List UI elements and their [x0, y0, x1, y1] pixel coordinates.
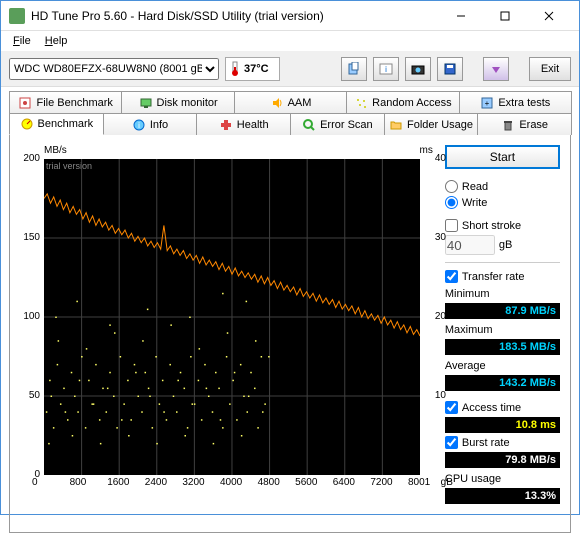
tab-file-benchmark[interactable]: File Benchmark: [9, 91, 122, 113]
chart-label-left: MB/s: [44, 145, 67, 156]
folder-icon: [389, 118, 403, 132]
tabs: File BenchmarkDisk monitorAAMRandom Acce…: [1, 87, 579, 135]
toolbar: WDC WD80EFZX-68UW8N0 (8001 gB) 37°C i Ex…: [1, 51, 579, 87]
cpu-value: 13.3%: [445, 488, 560, 504]
tab-random-access[interactable]: Random Access: [346, 91, 459, 113]
exit-button[interactable]: Exit: [529, 57, 571, 81]
app-icon: [9, 8, 25, 24]
tab-erase[interactable]: Erase: [477, 113, 572, 135]
tab-disk-monitor[interactable]: Disk monitor: [121, 91, 234, 113]
avg-value: 143.2 MB/s: [445, 375, 560, 391]
transfer-rate-check[interactable]: Transfer rate: [445, 270, 560, 283]
read-radio[interactable]: Read: [445, 180, 560, 193]
min-value: 87.9 MB/s: [445, 303, 560, 319]
x-axis: 0800160024003200400048005600640072008001: [44, 477, 420, 491]
min-label: Minimum: [445, 288, 560, 300]
benchmark-chart: trial version: [44, 159, 420, 475]
health-icon: [219, 118, 233, 132]
short-stroke-check[interactable]: Short stroke: [445, 219, 560, 232]
speaker-icon: [270, 96, 284, 110]
thermometer-icon: [230, 61, 240, 77]
svg-text:+: +: [485, 99, 490, 108]
info-icon: i: [132, 118, 146, 132]
copy-button[interactable]: [341, 57, 367, 81]
chart-label-right: ms: [420, 145, 433, 156]
start-button[interactable]: Start: [445, 145, 560, 169]
monitor-icon: [139, 96, 153, 110]
access-value: 10.8 ms: [445, 417, 560, 433]
scan-icon: [302, 118, 316, 132]
cpu-label: CPU usage: [445, 473, 560, 485]
file-bench-icon: [18, 96, 32, 110]
bench-icon: [20, 117, 34, 131]
down-button[interactable]: [483, 57, 509, 81]
erase-icon: [501, 118, 515, 132]
minimize-button[interactable]: [439, 2, 483, 30]
menu-file[interactable]: File: [7, 33, 37, 49]
max-value: 183.5 MB/s: [445, 339, 560, 355]
tab-extra-tests[interactable]: +Extra tests: [459, 91, 572, 113]
tab-health[interactable]: Health: [196, 113, 291, 135]
maximize-button[interactable]: [483, 2, 527, 30]
burst-rate-check[interactable]: Burst rate: [445, 436, 560, 449]
stroke-unit: gB: [499, 239, 512, 251]
extra-icon: +: [480, 96, 494, 110]
temperature-value: 37°C: [244, 63, 269, 75]
screenshot-button[interactable]: [405, 57, 431, 81]
chart-area: MB/s ms 050100150200 10203040 trial vers…: [20, 145, 435, 522]
random-icon: [354, 96, 368, 110]
info-button[interactable]: i: [373, 57, 399, 81]
tab-error-scan[interactable]: Error Scan: [290, 113, 385, 135]
window-title: HD Tune Pro 5.60 - Hard Disk/SSD Utility…: [31, 9, 439, 23]
burst-value: 79.8 MB/s: [445, 452, 560, 468]
x-axis-unit: gB: [441, 477, 453, 488]
tab-folder-usage[interactable]: Folder Usage: [384, 113, 479, 135]
avg-label: Average: [445, 360, 560, 372]
content-pane: MB/s ms 050100150200 10203040 trial vers…: [9, 135, 571, 533]
side-panel: Start Read Write Short stroke gB Transfe…: [445, 145, 560, 522]
drive-select[interactable]: WDC WD80EFZX-68UW8N0 (8001 gB): [9, 58, 219, 80]
write-radio[interactable]: Write: [445, 196, 560, 209]
tab-info[interactable]: iInfo: [103, 113, 198, 135]
access-time-check[interactable]: Access time: [445, 401, 560, 414]
max-label: Maximum: [445, 324, 560, 336]
close-button[interactable]: [527, 2, 571, 30]
svg-text:i: i: [138, 121, 140, 130]
y-axis-right: 10203040: [435, 159, 453, 475]
menu-help[interactable]: Help: [39, 33, 74, 49]
svg-text:i: i: [385, 65, 387, 74]
menubar: File Help: [1, 31, 579, 51]
tab-benchmark[interactable]: Benchmark: [9, 113, 104, 135]
temperature-display: 37°C: [225, 57, 280, 81]
save-button[interactable]: [437, 57, 463, 81]
y-axis-left: 050100150200: [20, 159, 42, 475]
titlebar: HD Tune Pro 5.60 - Hard Disk/SSD Utility…: [1, 1, 579, 31]
tab-aam[interactable]: AAM: [234, 91, 347, 113]
